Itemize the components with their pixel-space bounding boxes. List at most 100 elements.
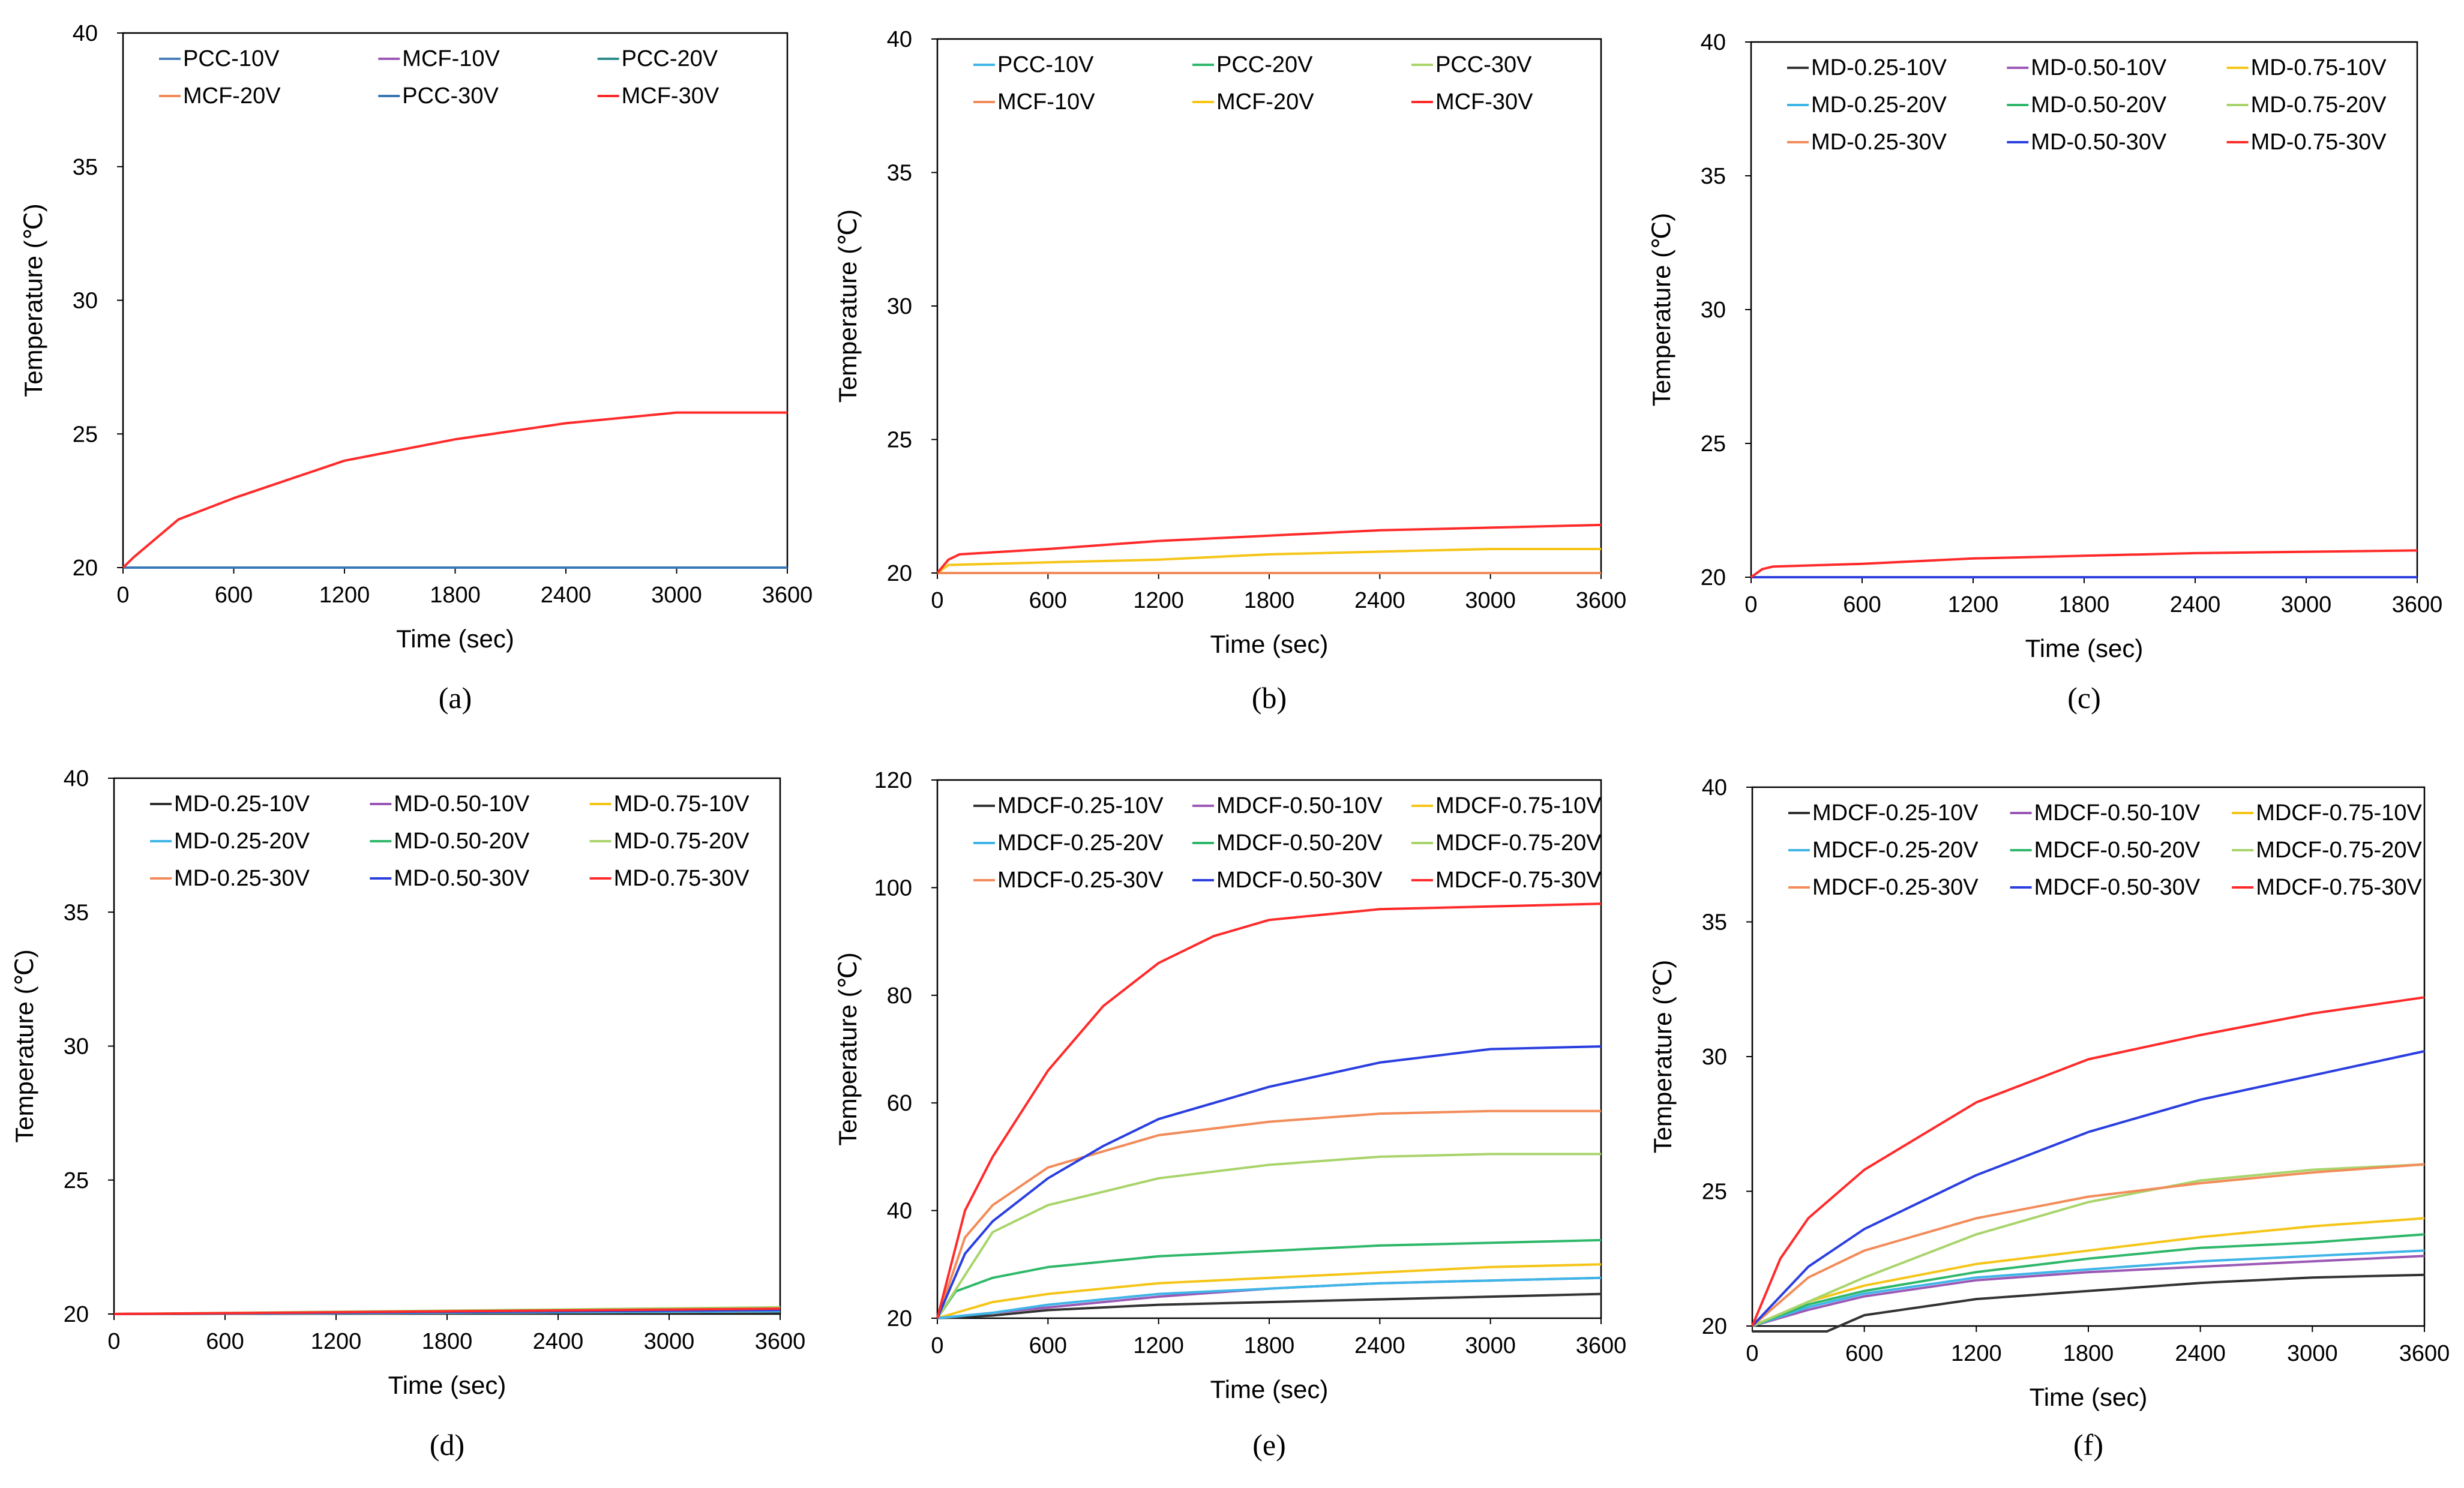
series-line-MDCF-0.25-20V [1752, 1249, 2425, 1327]
legend-entry: MDCF-0.25-20V [1812, 838, 1979, 863]
x-tick-label: 3000 [2287, 1341, 2338, 1366]
legend-entry: PCC-10V [183, 46, 280, 71]
x-axis-label: Time (sec) [2030, 1383, 2148, 1411]
y-tick-label: 40 [1702, 775, 1727, 800]
y-tick-label: 40 [1701, 30, 1726, 55]
series-line-MDCF-0.75-10V [937, 1263, 1602, 1319]
x-tick-label: 2400 [2170, 592, 2221, 617]
x-tick-label: 1800 [422, 1329, 473, 1354]
legend-entry: MDCF-0.75-20V [1435, 830, 1602, 856]
x-tick-label: 600 [1845, 1341, 1883, 1366]
plot-frame [122, 32, 789, 569]
legend-entry: MDCF-0.25-10V [1812, 800, 1979, 826]
legend-entry: MDCF-0.75-30V [2256, 875, 2422, 900]
x-tick-label: 2400 [2175, 1341, 2226, 1366]
y-tick-label: 35 [887, 161, 912, 186]
series-line-MDCF-0.50-20V [1752, 1233, 2425, 1327]
y-axis-label: Temperature (℃) [1648, 960, 1677, 1154]
legend-entry: MD-0.25-20V [174, 829, 310, 854]
plot-frame [113, 777, 781, 1315]
chart-panel-1: 0 600 1200 1800 2400 3000 3600 20 25 30 35 40 Time (… [19, 21, 813, 715]
x-tick-label: 0 [1744, 592, 1757, 617]
y-tick-label: 60 [887, 1091, 912, 1116]
series-line-MDCF-0.25-10V [1752, 1273, 2425, 1333]
legend-entry: MD-0.25-30V [1811, 130, 1947, 155]
y-tick-label: 30 [73, 289, 98, 314]
x-tick-label: 3600 [1576, 588, 1627, 613]
legend-entry: MCF-10V [402, 46, 500, 71]
y-tick-label: 25 [1701, 431, 1726, 457]
x-tick-label: 1800 [430, 583, 481, 608]
y-tick-label: 20 [73, 556, 98, 581]
y-tick-label: 20 [887, 561, 912, 586]
x-tick-label: 1200 [1133, 588, 1184, 613]
y-tick-label: 40 [887, 1199, 912, 1224]
series-line-MDCF-0.75-30V [1751, 996, 2425, 1327]
y-tick-label: 25 [887, 428, 912, 453]
panel-caption: (d) [430, 1428, 464, 1462]
x-tick-label: 600 [215, 583, 253, 608]
x-tick-label: 2400 [541, 583, 592, 608]
series-line-MDCF-0.25-30V [1751, 1163, 2425, 1327]
x-axis-label: Time (sec) [388, 1371, 506, 1399]
x-tick-label: 0 [107, 1329, 120, 1354]
legend-entry: MD-0.50-10V [2031, 55, 2167, 80]
legend-entry: MD-0.75-20V [2251, 92, 2387, 118]
legend-entry: PCC-30V [402, 83, 499, 109]
y-axis-label: Temperature (℃) [834, 209, 862, 403]
legend-entry: MCF-30V [1435, 89, 1533, 115]
legend-entry: MD-0.50-30V [394, 866, 530, 891]
y-axis-label: Temperature (℃) [834, 952, 862, 1146]
legend-entry: MD-0.50-20V [394, 829, 530, 854]
series-line-MDCF-0.75-30V [936, 902, 1602, 1319]
x-tick-label: 3600 [2392, 592, 2443, 617]
x-tick-label: 600 [206, 1329, 244, 1354]
legend-entry: MDCF-0.25-20V [997, 830, 1164, 856]
x-tick-label: 3000 [644, 1329, 695, 1354]
x-tick-label: 1800 [2063, 1341, 2114, 1366]
series-line-MDCF-0.75-10V [1752, 1217, 2425, 1327]
chart-panel-5: 0 600 1200 1800 2400 3000 3600 20 40 60 80 100 120 Ti… [834, 768, 1626, 1462]
series-line-MDCF-0.50-10V [1752, 1255, 2425, 1327]
y-tick-label: 40 [64, 766, 89, 791]
y-axis-label: Temperature (℃) [1647, 213, 1675, 407]
x-tick-label: 3000 [1465, 588, 1516, 613]
legend-entry: MD-0.75-20V [614, 829, 750, 854]
x-tick-label: 2400 [1354, 1333, 1405, 1358]
y-tick-label: 30 [64, 1034, 89, 1060]
legend-entry: MD-0.75-10V [614, 791, 750, 817]
legend-entry: MCF-10V [997, 89, 1095, 115]
y-tick-label: 20 [887, 1306, 912, 1331]
panel-caption: (c) [2067, 681, 2101, 715]
series-line-MDCF-0.25-20V [937, 1276, 1602, 1319]
y-tick-label: 25 [73, 422, 98, 447]
x-tick-label: 2400 [1354, 588, 1405, 613]
legend-entry: MD-0.25-30V [174, 866, 310, 891]
y-tick-label: 25 [1702, 1180, 1727, 1205]
x-tick-label: 0 [1746, 1341, 1758, 1366]
y-tick-label: 120 [874, 768, 912, 793]
legend-entry: PCC-10V [997, 52, 1094, 77]
series-line-MDCF-0.75-20V [936, 1153, 1601, 1319]
x-tick-label: 3600 [2399, 1341, 2450, 1366]
legend-entry: MD-0.75-10V [2251, 55, 2387, 80]
chart-panel-2: 0 600 1200 1800 2400 3000 3600 20 25 30 35 40 Time (… [834, 27, 1626, 715]
x-tick-label: 1800 [2059, 592, 2110, 617]
y-tick-label: 35 [64, 900, 89, 925]
legend-entry: MD-0.50-10V [394, 791, 530, 817]
legend-entry: MDCF-0.25-10V [997, 793, 1164, 818]
y-tick-label: 35 [1702, 910, 1727, 935]
x-tick-label: 3000 [2281, 592, 2332, 617]
x-tick-label: 0 [931, 1333, 943, 1358]
y-tick-label: 25 [64, 1168, 89, 1193]
x-tick-label: 3000 [1465, 1333, 1516, 1358]
plot-frame [936, 38, 1602, 574]
legend-entry: MDCF-0.50-30V [1216, 868, 1383, 893]
plot-frame [1750, 41, 2418, 578]
x-tick-label: 600 [1843, 592, 1881, 617]
x-tick-label: 600 [1029, 1333, 1067, 1358]
legend-entry: MDCF-0.75-10V [2256, 800, 2422, 826]
x-axis-label: Time (sec) [1210, 630, 1329, 658]
y-tick-label: 30 [887, 294, 912, 319]
x-tick-label: 600 [1029, 588, 1067, 613]
